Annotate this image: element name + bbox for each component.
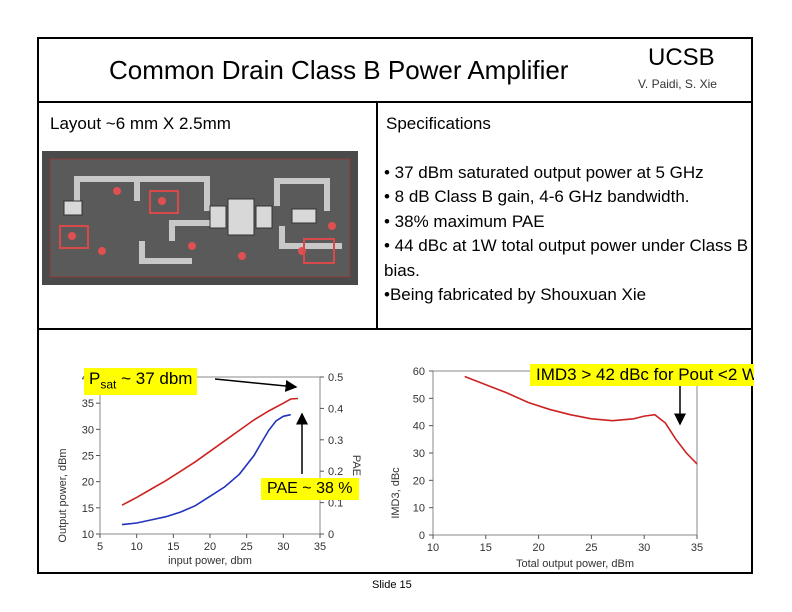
authors-label: V. Paidi, S. Xie — [638, 77, 717, 91]
y-tick-label: 40 — [413, 421, 425, 433]
spec-item: • 44 dBc at 1W total output power under … — [384, 236, 749, 280]
x-tick-label: 35 — [314, 541, 326, 553]
series-imd3-line — [464, 375, 698, 465]
x-tick-label: 10 — [427, 542, 439, 554]
x-tick-label: 10 — [131, 541, 143, 553]
y2-axis-label: PAE — [350, 455, 362, 476]
x-tick-label: 15 — [480, 542, 492, 554]
specifications-list: • 37 dBm saturated output power at 5 GHz… — [384, 161, 754, 307]
y-tick-label: 20 — [82, 477, 94, 489]
divider-top — [37, 101, 753, 103]
x-axis-label: input power, dbm — [168, 555, 252, 567]
x-tick-label: 20 — [532, 542, 544, 554]
y-tick-label: 30 — [413, 448, 425, 460]
pae-callout: PAE ~ 38 % — [261, 478, 359, 500]
x-tick-label: 30 — [277, 541, 289, 553]
y2-tick-label: 0.5 — [328, 372, 343, 384]
y-tick-label: 20 — [413, 475, 425, 487]
layout-label: Layout ~6 mm X 2.5mm — [50, 114, 231, 133]
slide-number: Slide 15 — [372, 579, 412, 591]
y-tick-label: 10 — [413, 503, 425, 515]
y-axis-label: Output power, dBm — [57, 448, 69, 542]
spec-item: •Being fabricated by Shouxuan Xie — [384, 285, 647, 305]
spec-item: • 38% maximum PAE — [384, 211, 545, 231]
y-tick-label: 60 — [413, 366, 425, 378]
psat-value: ~ 37 dbm — [116, 369, 193, 388]
y-tick-label: 15 — [82, 503, 94, 515]
y2-tick-label: 0.4 — [328, 403, 343, 415]
y-tick-label: 10 — [82, 529, 94, 541]
organization-label: UCSB — [648, 44, 715, 71]
series-output-power-line — [121, 397, 299, 506]
plot-area — [432, 370, 698, 536]
psat-symbol: P — [89, 369, 101, 388]
x-tick-label: 30 — [638, 542, 650, 554]
divider-middle — [37, 328, 753, 330]
psat-callout: Psat ~ 37 dbm — [84, 368, 198, 396]
power-pae-chart: 51015202530351015202530354000.10.20.30.4… — [57, 372, 362, 567]
divider-vertical — [376, 101, 378, 330]
amplifier-layout-image — [42, 151, 358, 285]
spec-item: • 37 dBm saturated output power at 5 GHz — [384, 163, 704, 182]
x-tick-label: 35 — [691, 542, 703, 554]
y2-tick-label: 0.3 — [328, 435, 343, 447]
y2-tick-label: 0.1 — [328, 498, 343, 510]
slide-frame — [37, 37, 753, 574]
x-tick-label: 5 — [97, 541, 103, 553]
y-tick-label: 30 — [82, 424, 94, 436]
y-tick-label: 50 — [413, 393, 425, 405]
y-tick-label: 35 — [82, 398, 94, 410]
x-axis-label: Total output power, dBm — [516, 558, 634, 570]
slide-title: Common Drain Class B Power Amplifier — [109, 55, 569, 85]
y-tick-label: 25 — [82, 451, 94, 463]
imd-callout: IMD3 > 42 dBc for Pout <2 W — [530, 364, 754, 386]
series-pae-line — [121, 413, 291, 526]
y-axis-label: IMD3, dBc — [390, 467, 402, 519]
y2-tick-label: 0.2 — [328, 466, 343, 478]
x-tick-label: 25 — [241, 541, 253, 553]
x-tick-label: 20 — [204, 541, 216, 553]
psat-subscript: sat — [100, 377, 117, 392]
y2-tick-label: 0 — [328, 529, 334, 541]
spec-item: • 8 dB Class B gain, 4-6 GHz bandwidth. — [384, 187, 690, 207]
y-tick-label: 0 — [419, 530, 425, 542]
x-tick-label: 15 — [167, 541, 179, 553]
specifications-title: Specifications — [386, 114, 491, 133]
psat-arrow — [214, 378, 298, 392]
x-tick-label: 25 — [585, 542, 597, 554]
